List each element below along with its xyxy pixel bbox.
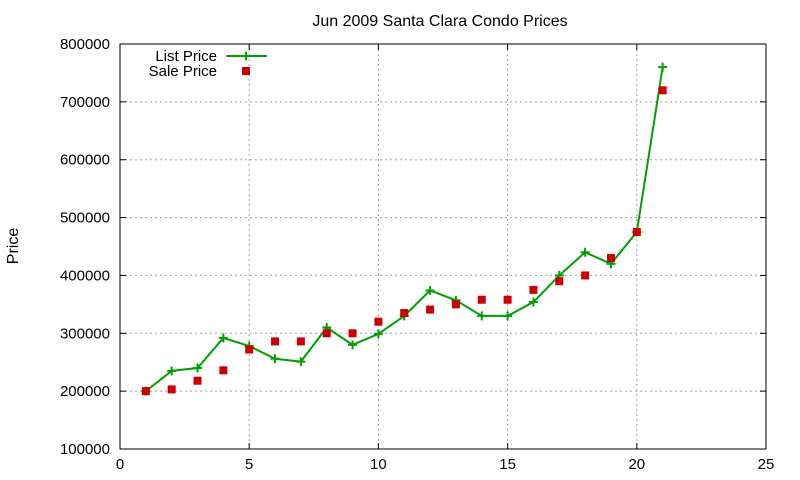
x-tick-label: 10 <box>370 456 387 473</box>
y-tick-label: 400000 <box>60 267 110 284</box>
list-price-point <box>477 311 487 321</box>
list-price-line <box>145 66 664 392</box>
sale-price-point <box>426 305 435 314</box>
legend-label-list-price: List Price <box>155 48 217 65</box>
sale-price-point <box>219 366 228 375</box>
y-tick-label: 600000 <box>60 152 110 169</box>
sale-price-point <box>658 86 667 95</box>
y-tick-label: 800000 <box>60 36 110 53</box>
x-tick-label: 20 <box>628 456 645 473</box>
sale-price-point <box>529 285 538 294</box>
list-price-point <box>167 366 177 376</box>
list-price-point <box>348 340 358 350</box>
sale-price-point <box>245 345 254 354</box>
sale-price-point <box>322 329 331 338</box>
series-sale-price <box>141 86 667 396</box>
list-price-point <box>580 247 590 257</box>
axis-ticks: 0 5 10 15 20 25 100000 200000 300000 400000 500000… <box>60 36 774 473</box>
sale-price-point <box>555 277 564 286</box>
series-list-price <box>141 62 668 396</box>
sale-price-point <box>477 295 486 304</box>
sale-price-point <box>606 254 615 263</box>
sale-price-point <box>296 337 305 346</box>
y-tick-label: 300000 <box>60 325 110 342</box>
sale-price-point <box>503 295 512 304</box>
series-layer <box>141 62 668 396</box>
x-tick-label: 5 <box>245 456 253 473</box>
sale-price-point <box>451 300 460 309</box>
sale-price-point <box>400 309 409 318</box>
sale-price-point <box>167 385 176 394</box>
list-price-point <box>218 333 228 343</box>
list-price-point <box>270 354 280 364</box>
x-tick-label: 15 <box>499 456 516 473</box>
plot-frame <box>119 43 767 450</box>
chart-title: Jun 2009 Santa Clara Condo Prices <box>312 13 567 30</box>
y-axis-label: Price <box>5 228 22 265</box>
y-tick-label: 100000 <box>60 441 110 458</box>
list-price-point <box>503 311 513 321</box>
list-price-point <box>425 285 435 295</box>
list-price-point <box>296 357 306 367</box>
legend-swatch-list-marker <box>241 51 251 61</box>
sale-price-point <box>632 228 641 237</box>
y-tick-label: 200000 <box>60 383 110 400</box>
sale-price-point <box>348 329 357 338</box>
sale-price-point <box>141 387 150 396</box>
x-tick-label: 0 <box>116 456 124 473</box>
legend-label-sale-price: Sale Price <box>149 63 217 80</box>
list-price-point <box>528 297 538 307</box>
sale-price-point <box>374 317 383 326</box>
x-tick-label: 25 <box>758 456 775 473</box>
legend-swatch-sale-marker <box>242 67 250 75</box>
y-tick-label: 500000 <box>60 210 110 227</box>
list-price-point <box>373 329 383 339</box>
sale-price-point <box>193 376 202 385</box>
sale-price-point <box>271 337 280 346</box>
sale-price-point <box>581 271 590 280</box>
list-price-point <box>658 62 668 72</box>
grid-lines <box>120 44 766 449</box>
list-price-point <box>193 363 203 373</box>
y-tick-label: 700000 <box>60 94 110 111</box>
